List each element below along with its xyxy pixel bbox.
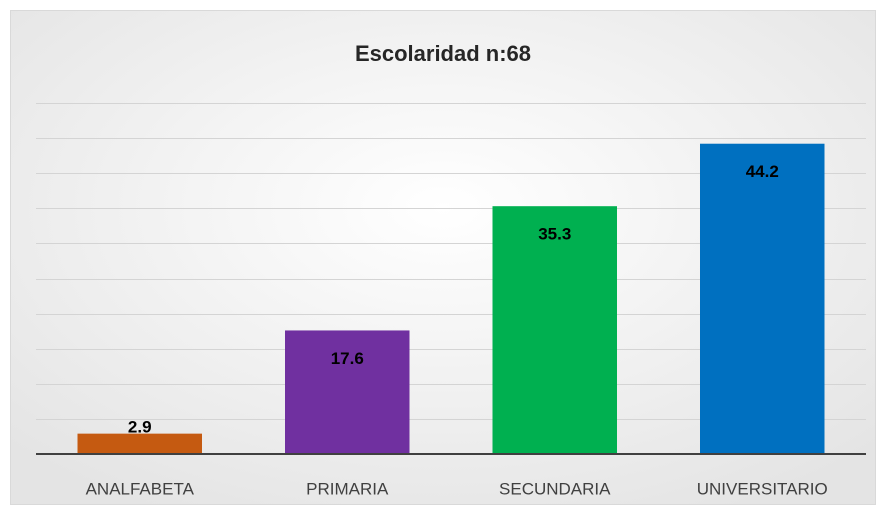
data-label: 2.9 [128,417,152,436]
chart-title: Escolaridad n:68 [355,41,531,66]
data-label: 44.2 [746,162,779,181]
bar [700,143,825,454]
bar [77,433,202,454]
data-label: 17.6 [331,349,364,368]
bar [492,206,617,454]
x-tick-label: PRIMARIA [306,479,389,498]
x-tick-label: SECUNDARIA [499,479,611,498]
data-label: 35.3 [538,225,571,244]
x-tick-label: UNIVERSITARIO [697,479,828,498]
x-tick-label: ANALFABETA [86,479,195,498]
bar [285,330,410,454]
